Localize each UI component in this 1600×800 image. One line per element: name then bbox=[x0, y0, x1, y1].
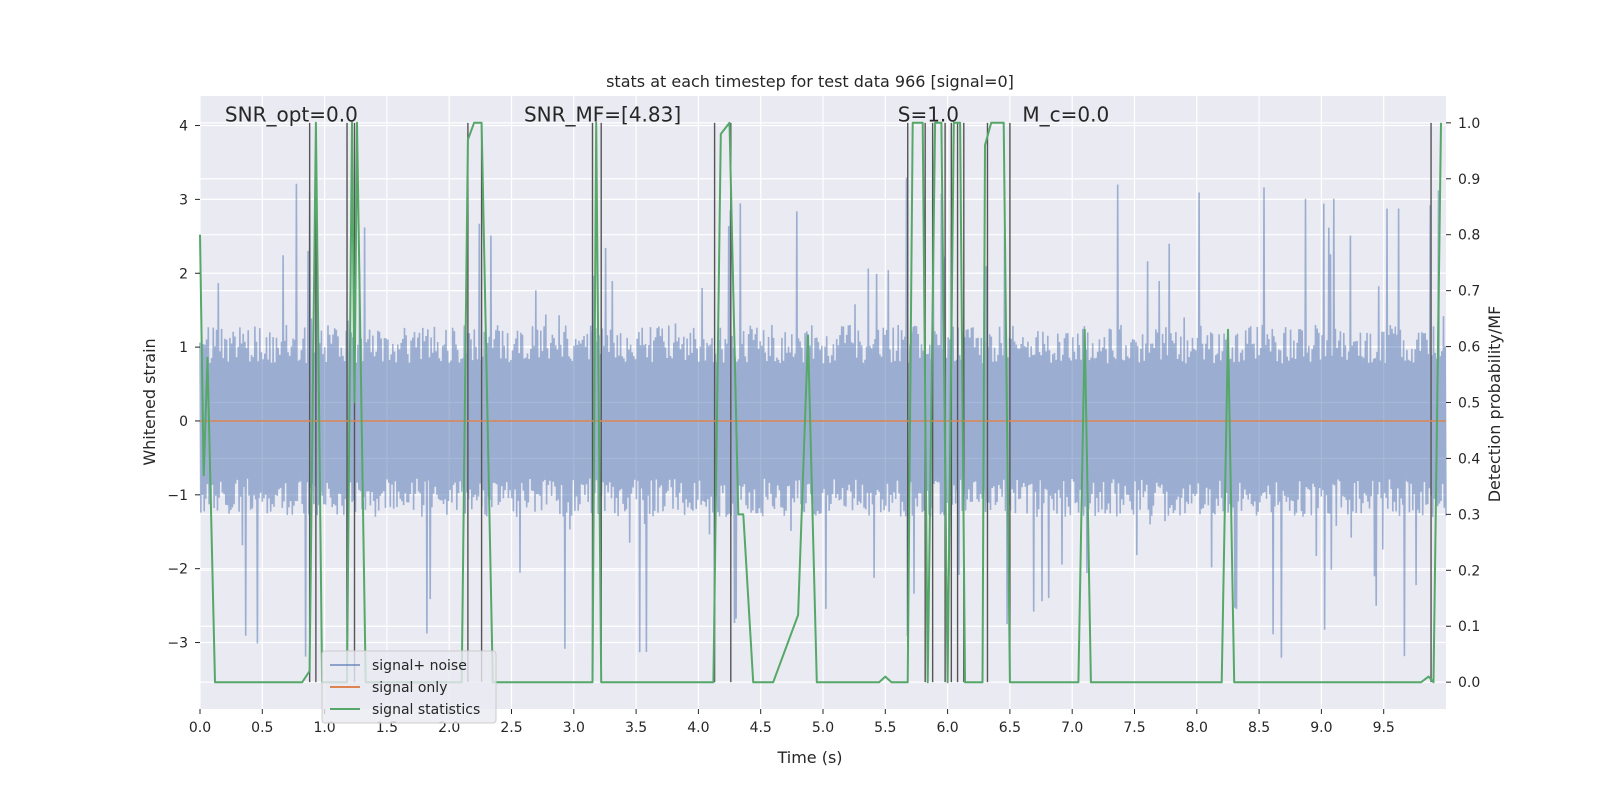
x-tick-label: 1.5 bbox=[376, 720, 398, 736]
y2-tick-label: 0.1 bbox=[1458, 619, 1480, 635]
y-tick-label: 4 bbox=[179, 119, 188, 135]
y2-tick-label: 0.8 bbox=[1458, 228, 1480, 244]
x-tick-label: 0.5 bbox=[251, 720, 273, 736]
x-tick-label: 8.5 bbox=[1248, 720, 1270, 736]
x-tick-label: 6.0 bbox=[936, 720, 958, 736]
annotation-text: SNR_opt=0.0 bbox=[225, 102, 358, 126]
x-tick-label: 2.5 bbox=[500, 720, 522, 736]
signal-statistics-line bbox=[199, 121, 1442, 684]
annotations: SNR_opt=0.0 SNR_MF=[4.83] S=1.0 M_c=0.0 bbox=[225, 102, 1109, 126]
y-tick-label: 2 bbox=[179, 266, 188, 282]
x-tick-label: 9.0 bbox=[1310, 720, 1332, 736]
annotation-text: M_c=0.0 bbox=[1022, 102, 1109, 126]
signal-noise-series bbox=[199, 177, 1447, 658]
y2-axis-label: Detection probability/MF bbox=[1485, 306, 1504, 503]
y-tick-label: −3 bbox=[167, 636, 188, 652]
y2-tick-label: 0.5 bbox=[1458, 396, 1480, 412]
signal-statistics-series bbox=[199, 121, 1442, 684]
x-tick-label: 5.5 bbox=[874, 720, 896, 736]
x-tick-label: 3.0 bbox=[563, 720, 585, 736]
y2-tick-label: 0.0 bbox=[1458, 675, 1480, 691]
legend-label: signal statistics bbox=[372, 702, 480, 718]
noise-trace bbox=[199, 177, 1447, 658]
legend: signal+ noise signal only signal statistic… bbox=[321, 650, 497, 724]
y-tick-label: −2 bbox=[167, 562, 188, 578]
y-tick-label: 3 bbox=[179, 192, 188, 208]
y2-tick-label: 0.7 bbox=[1458, 284, 1480, 300]
y2-tick-label: 1.0 bbox=[1458, 116, 1480, 132]
x-axis-label: Time (s) bbox=[776, 748, 842, 767]
x-tick-label: 7.0 bbox=[1061, 720, 1083, 736]
axis-ticks: 0.0 0.5 1.0 1.5 2.0 2.5 3.0 3.5 4.0 4.5 5.0 5.5 6.0 6… bbox=[167, 116, 1480, 736]
chart-title: stats at each timestep for test data 966… bbox=[606, 72, 1014, 91]
x-tick-label: 4.0 bbox=[687, 720, 709, 736]
y-tick-label: −1 bbox=[167, 488, 188, 504]
y2-tick-label: 0.9 bbox=[1458, 172, 1480, 188]
y2-tick-label: 0.2 bbox=[1458, 563, 1480, 579]
x-tick-label: 2.0 bbox=[438, 720, 460, 736]
x-tick-label: 9.5 bbox=[1373, 720, 1395, 736]
x-tick-label: 1.0 bbox=[313, 720, 335, 736]
y-tick-label: 0 bbox=[179, 414, 188, 430]
y2-tick-label: 0.3 bbox=[1458, 507, 1480, 523]
y-axis-label: Whitened strain bbox=[140, 338, 159, 465]
x-tick-label: 5.0 bbox=[812, 720, 834, 736]
x-tick-label: 6.5 bbox=[999, 720, 1021, 736]
x-tick-label: 7.5 bbox=[1123, 720, 1145, 736]
legend-label: signal+ noise bbox=[372, 658, 467, 674]
legend-label: signal only bbox=[372, 680, 447, 696]
legend-box bbox=[321, 650, 497, 724]
y-tick-label: 1 bbox=[179, 340, 188, 356]
x-tick-label: 4.5 bbox=[750, 720, 772, 736]
annotation-text: SNR_MF=[4.83] bbox=[524, 102, 681, 126]
annotation-text: S=1.0 bbox=[898, 102, 959, 126]
x-tick-label: 3.5 bbox=[625, 720, 647, 736]
x-tick-label: 0.0 bbox=[189, 720, 211, 736]
x-tick-label: 8.0 bbox=[1186, 720, 1208, 736]
y2-tick-label: 0.4 bbox=[1458, 451, 1480, 467]
y2-tick-label: 0.6 bbox=[1458, 340, 1480, 356]
